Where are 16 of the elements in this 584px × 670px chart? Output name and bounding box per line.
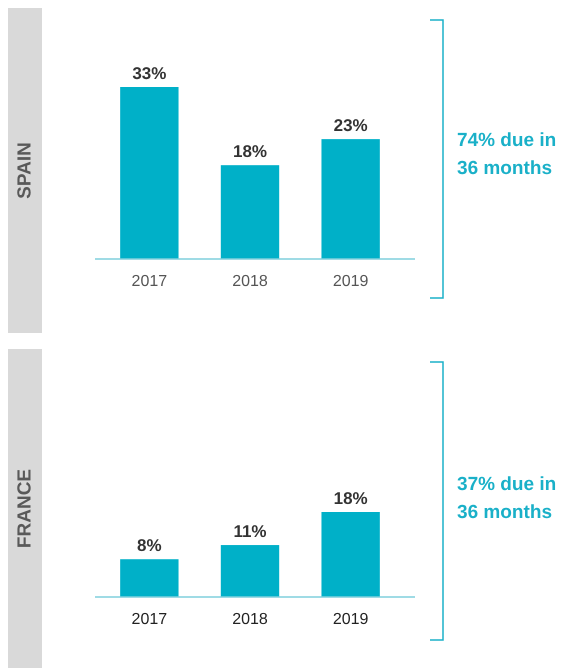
x-tick-label: 2018 — [232, 611, 268, 628]
chart-title: FRANCE — [14, 468, 36, 548]
x-tick-label: 2017 — [132, 611, 168, 628]
data-label: 18% — [334, 489, 368, 508]
x-tick-label: 2019 — [332, 273, 369, 290]
x-tick-label: 2019 — [332, 611, 369, 628]
data-label: 8% — [137, 536, 162, 556]
data-label: 11% — [233, 522, 267, 542]
x-tick-label: 2018 — [232, 273, 268, 290]
data-label: 18% — [232, 142, 268, 162]
text: 74% due in 36 months — [457, 130, 556, 179]
text: 37% due in 36 months — [457, 474, 556, 523]
x-tick-label: 2017 — [132, 273, 168, 290]
text: SPAIN — [14, 142, 36, 199]
data-label: 33% — [132, 64, 166, 83]
data-label: 23% — [334, 116, 368, 136]
